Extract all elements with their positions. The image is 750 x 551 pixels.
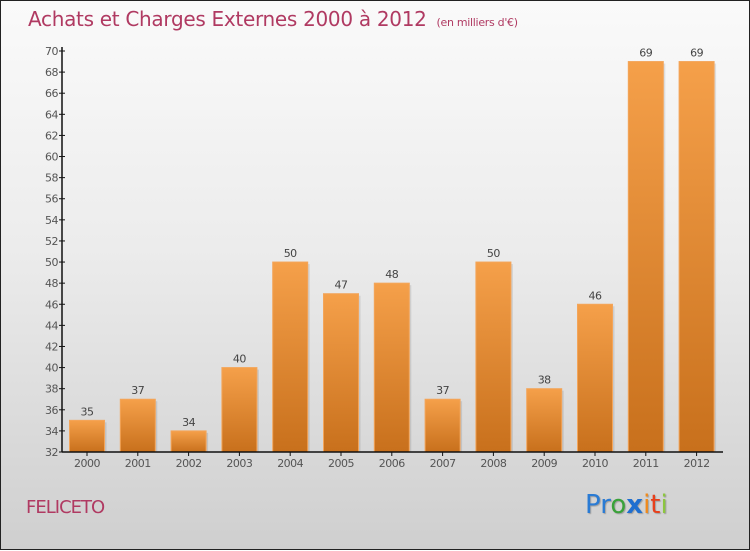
y-tick-label: 46: [45, 298, 58, 311]
value-label: 37: [436, 384, 449, 397]
value-label: 48: [385, 268, 398, 281]
bar-2012: [678, 61, 715, 453]
y-tick-label: 60: [45, 151, 58, 164]
y-tick-label: 44: [45, 319, 58, 332]
x-tick-label: 2012: [684, 457, 710, 470]
y-tick-label: 56: [45, 193, 58, 206]
x-tick-label: 2003: [226, 457, 252, 470]
title-unit: (en milliers d'€): [436, 16, 518, 29]
y-tick-label: 62: [45, 129, 58, 142]
y-tick-label: 40: [45, 362, 58, 375]
y-tick-label: 58: [45, 172, 58, 185]
value-label: 34: [182, 416, 195, 429]
bar-2005: [323, 293, 359, 453]
title-text: Achats et Charges Externes 2000 à 2012: [28, 7, 427, 31]
bar-2000: [69, 419, 105, 453]
bar-2009: [526, 388, 563, 453]
logo-letter: P: [585, 490, 601, 520]
logo-letter: x: [626, 490, 644, 520]
bar-2001: [119, 398, 156, 453]
value-label: 69: [639, 47, 652, 60]
y-tick-label: 48: [45, 277, 58, 290]
bar-2011: [627, 61, 664, 453]
x-tick-label: 2010: [582, 457, 608, 470]
value-label: 37: [131, 384, 144, 397]
value-label: 40: [233, 353, 246, 366]
bar-2004: [272, 261, 309, 453]
city-name: FELICETO: [26, 497, 105, 518]
y-tick-label: 34: [45, 425, 58, 438]
y-tick-label: 64: [45, 108, 58, 121]
value-label: 46: [589, 289, 602, 302]
y-tick-label: 66: [45, 87, 58, 100]
logo-letter: o: [610, 490, 627, 520]
bar-2002: [170, 430, 207, 453]
value-label: 47: [335, 279, 348, 292]
x-tick-label: 2008: [480, 457, 506, 470]
value-label: 50: [487, 247, 500, 260]
y-tick-label: 52: [45, 235, 58, 248]
x-tick-label: 2007: [430, 457, 456, 470]
x-tick-label: 2002: [176, 457, 202, 470]
value-label: 69: [690, 47, 703, 60]
x-tick-label: 2001: [125, 457, 151, 470]
proxiti-logo[interactable]: Proxiti: [585, 490, 668, 520]
bar-2006: [373, 282, 410, 453]
y-tick-label: 36: [45, 404, 58, 417]
x-tick-label: 2011: [633, 457, 659, 470]
x-tick-label: 2004: [277, 457, 303, 470]
logo-letter: r: [600, 490, 611, 520]
bar-2007: [424, 398, 461, 453]
bar-2008: [475, 261, 512, 453]
y-tick-label: 38: [45, 383, 58, 396]
x-tick-label: 2005: [328, 457, 354, 470]
y-tick-label: 42: [45, 340, 58, 353]
x-tick-label: 2009: [531, 457, 557, 470]
y-tick-label: 50: [45, 256, 58, 269]
bar-2003: [221, 367, 258, 453]
y-tick-label: 70: [45, 45, 58, 58]
logo-letter: i: [643, 490, 651, 520]
y-tick-label: 68: [45, 66, 58, 79]
axes-group: 2000 2001 2002 2003 2004 2005 2006 2007 2008 2009…: [45, 45, 723, 470]
value-label: 38: [538, 374, 551, 387]
chart-title: Achats et Charges Externes 2000 à 2012 (e…: [28, 7, 518, 31]
y-tick-label: 54: [45, 214, 58, 227]
x-tick-label: 2006: [379, 457, 405, 470]
value-label: 35: [81, 405, 94, 418]
x-tick-label: 2000: [74, 457, 100, 470]
bars-group: 35 37 34 40 50 47 48 37 50 38 46 69 69: [69, 47, 717, 453]
value-label: 50: [284, 247, 297, 260]
y-tick-label: 32: [45, 446, 58, 459]
logo-letter: t: [650, 490, 661, 520]
logo-letter: i: [660, 490, 668, 520]
bar-2010: [577, 303, 613, 453]
